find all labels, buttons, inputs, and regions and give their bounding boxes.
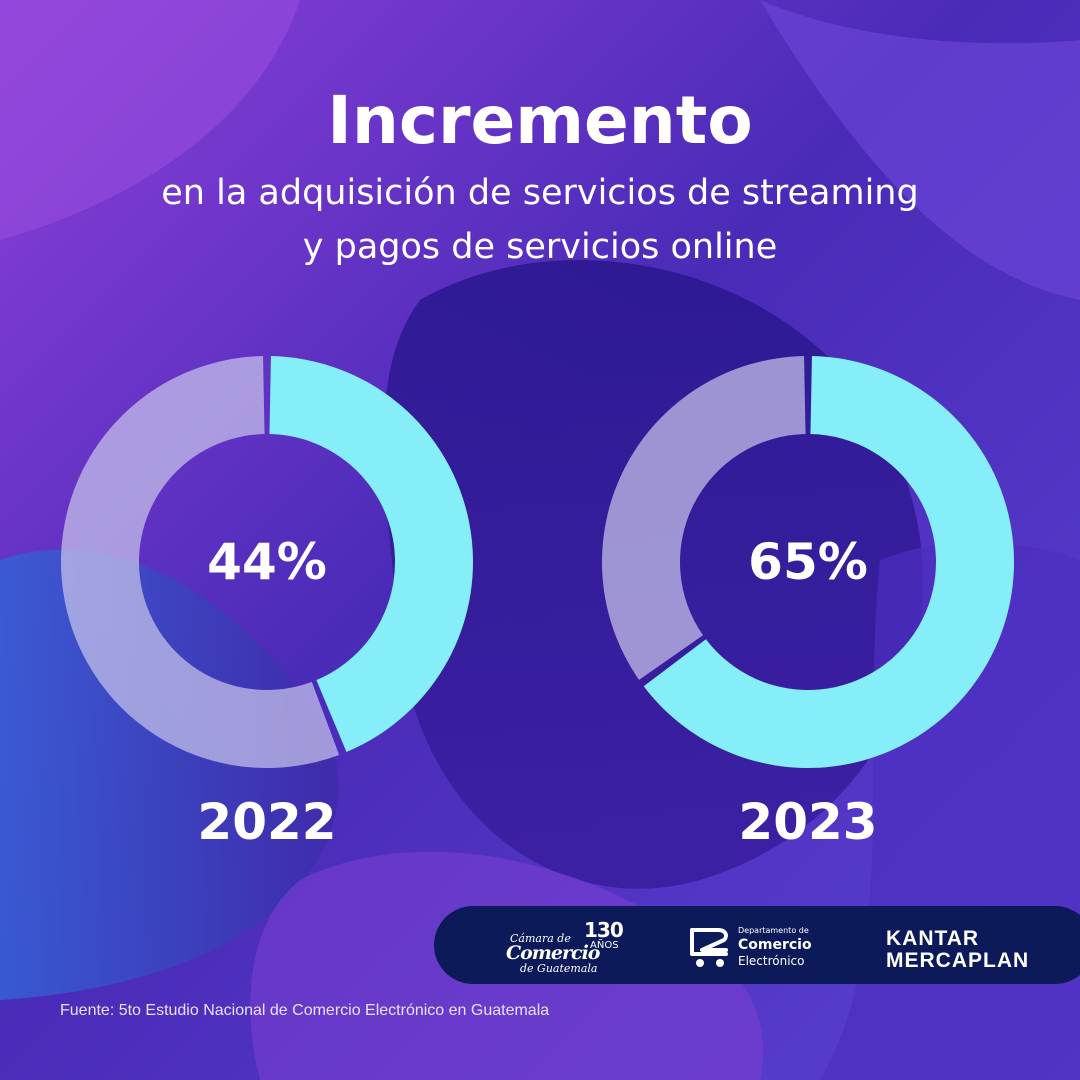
donut-segment-remainder <box>602 356 806 680</box>
donut-segment-increment <box>643 356 1015 768</box>
departamento-logo-line1: Departamento de <box>738 926 809 935</box>
cart-icon <box>690 928 728 967</box>
page-title: Incremento <box>327 82 753 159</box>
camara-comercio-logo: Cámara de Comercio de Guatemala 130 AÑOS <box>506 916 626 976</box>
subtitle: en la adquisición de servicios de stream… <box>0 166 1080 274</box>
subtitle-line-1: en la adquisición de servicios de stream… <box>161 173 919 213</box>
donut-segment-increment <box>269 356 473 753</box>
departamento-comercio-logo: Departamento de Comercio Electrónico <box>688 924 828 970</box>
donut-chart-2022: 44% 2022 <box>61 356 473 851</box>
sponsor-logos-banner: Cámara de Comercio de Guatemala 130 AÑOS… <box>434 906 1080 984</box>
kantar-logo-line1: KANTAR <box>886 927 980 950</box>
camara-anniversary-years: AÑOS <box>590 940 619 951</box>
camara-logo-line3: de Guatemala <box>520 962 598 975</box>
donut-segment-remainder <box>61 356 340 768</box>
year-label: 2022 <box>197 793 336 851</box>
departamento-logo-line3: Electrónico <box>738 954 805 968</box>
center-percentage-label: 65% <box>748 533 868 591</box>
camara-logo-line2: Comercio <box>506 942 600 964</box>
kantar-logo-line2: MERCAPLAN <box>886 949 1030 972</box>
subtitle-line-2: y pagos de servicios online <box>302 227 778 267</box>
donut-chart-2023: 65% 2023 <box>602 356 1015 851</box>
year-label: 2023 <box>738 793 877 851</box>
source-note: Fuente: 5to Estudio Nacional de Comercio… <box>60 1002 550 1019</box>
camara-logo-line1: Cámara de <box>510 932 571 945</box>
camara-anniversary-number: 130 <box>584 918 624 942</box>
kantar-mercaplan-logo: KANTAR MERCAPLAN <box>886 928 1029 972</box>
center-percentage-label: 44% <box>207 533 327 591</box>
departamento-logo-line2: Comercio <box>738 937 812 953</box>
